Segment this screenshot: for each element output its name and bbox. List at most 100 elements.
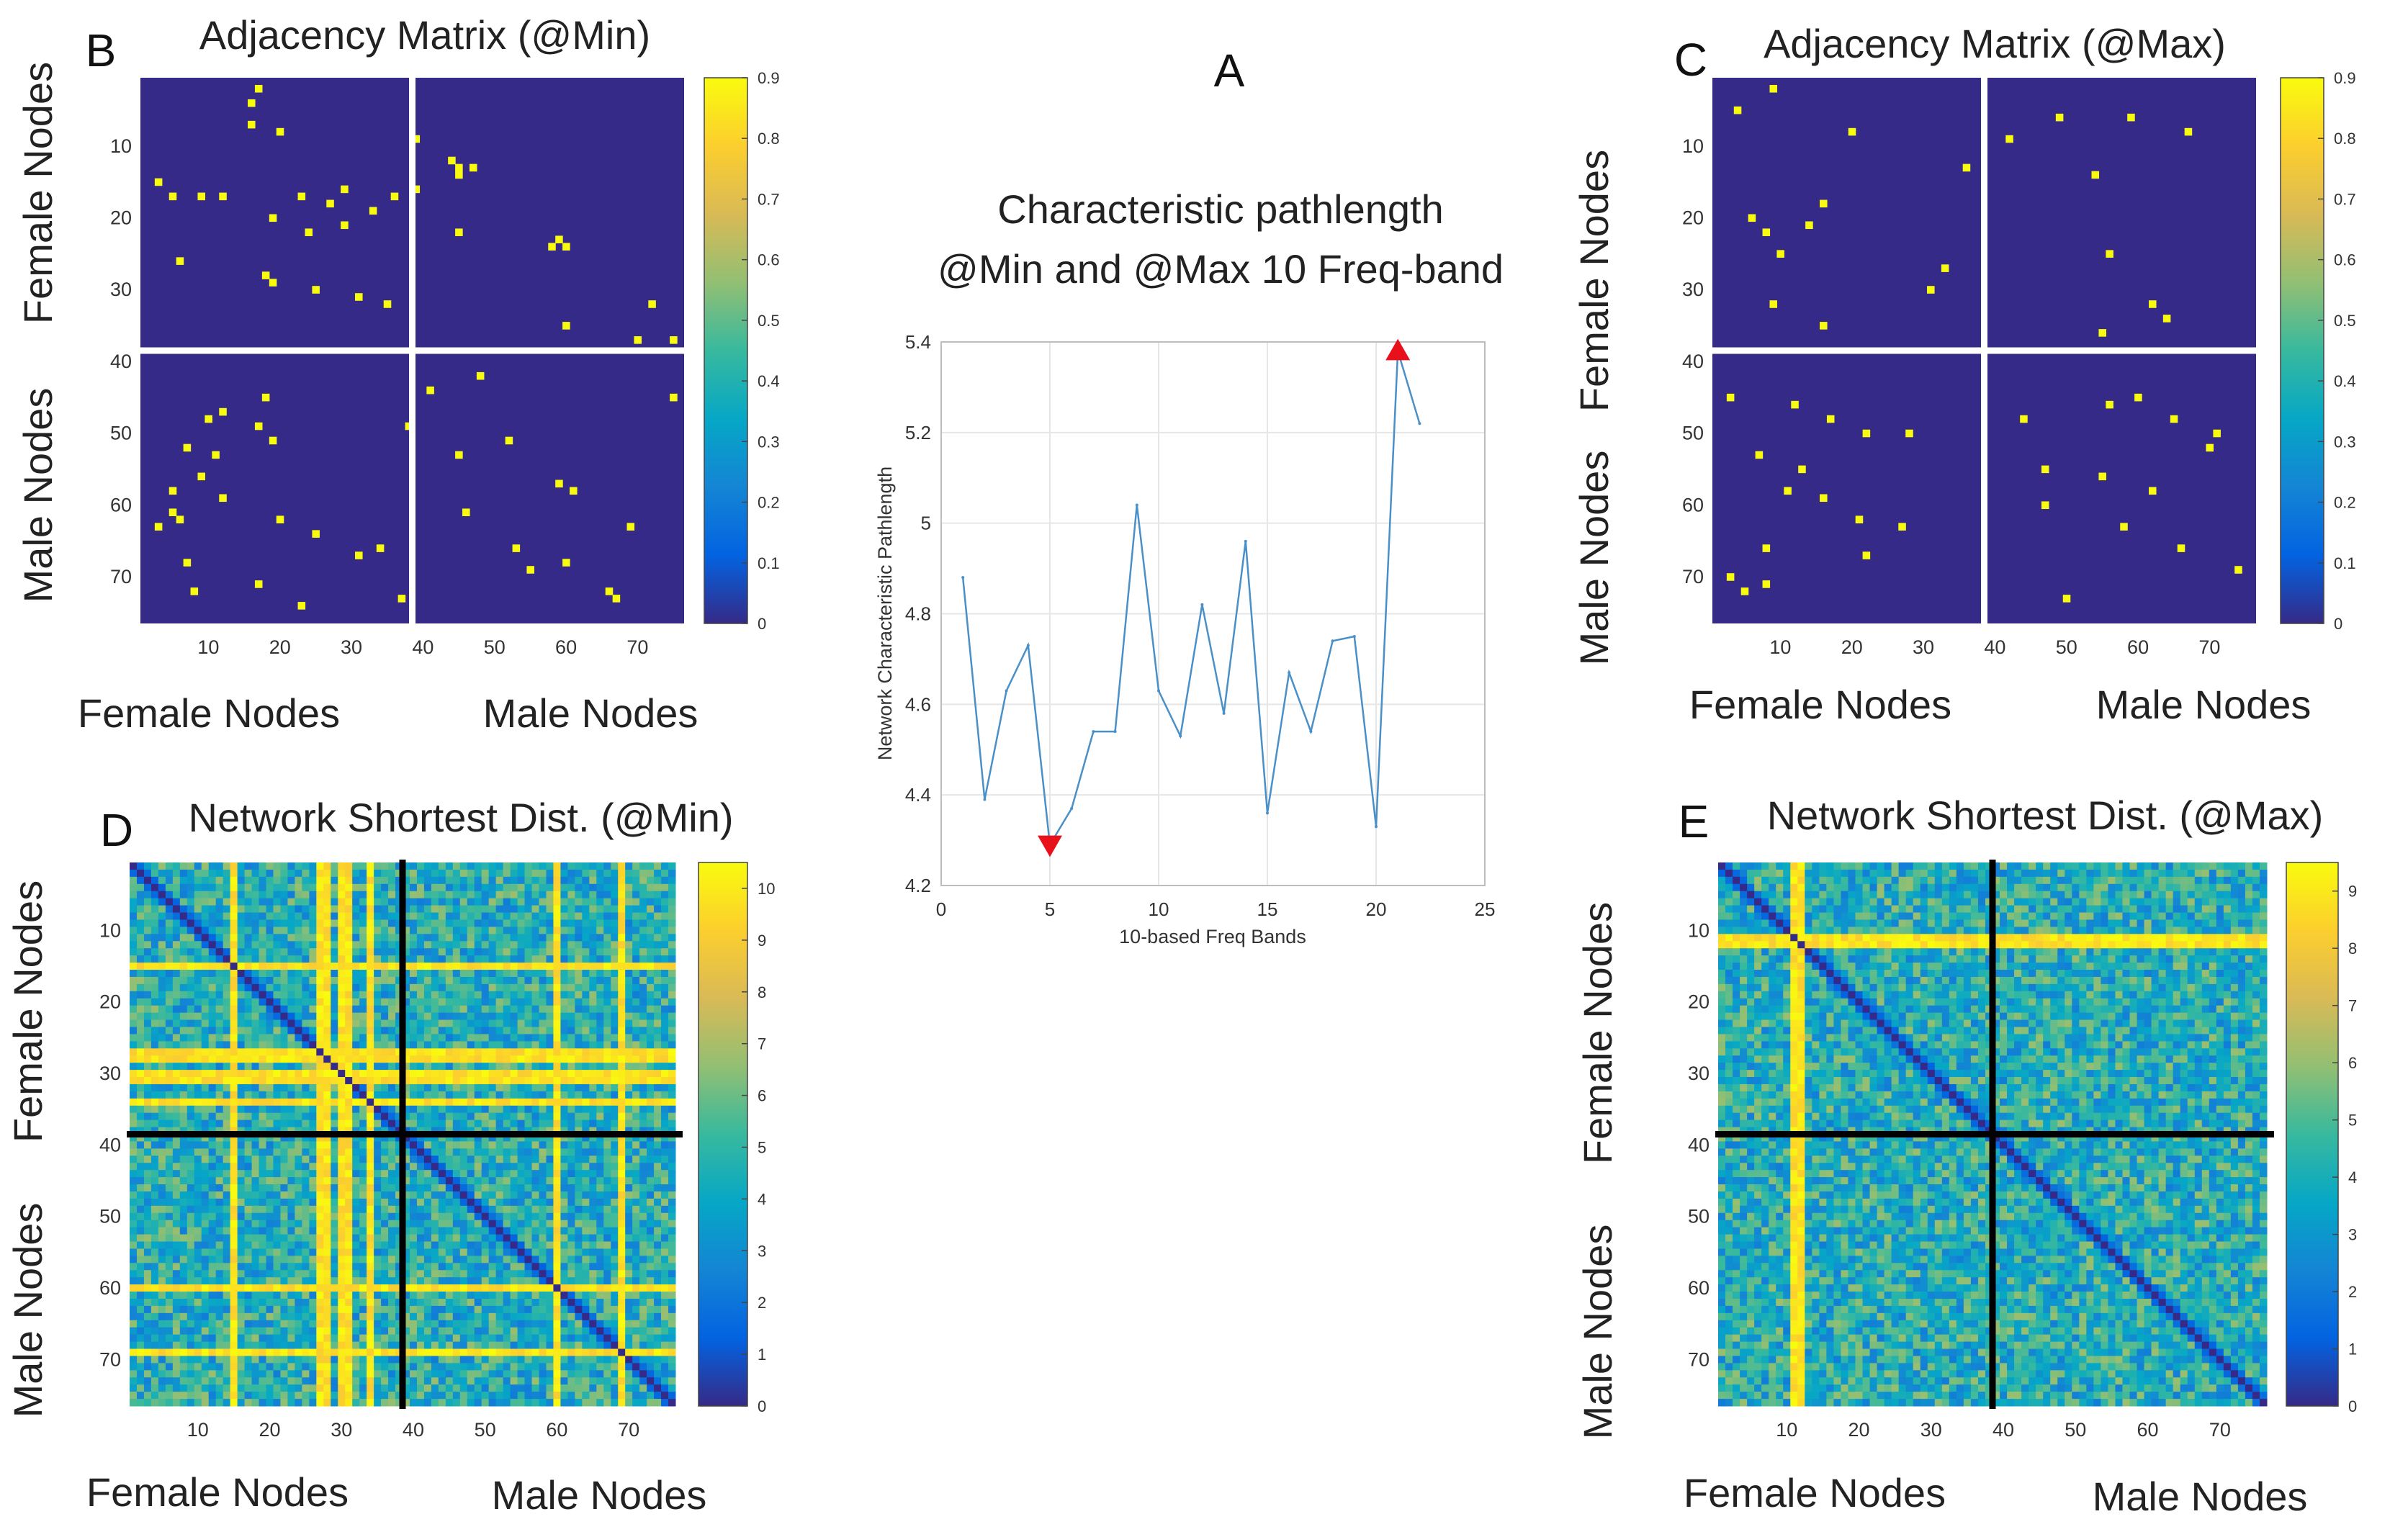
distance-cell	[445, 1048, 454, 1056]
distance-cell	[158, 998, 166, 1006]
distance-cell	[187, 998, 195, 1006]
distance-cell	[524, 1041, 533, 1049]
distance-cell	[194, 1277, 202, 1285]
distance-cell	[445, 1256, 454, 1263]
distance-cell	[323, 970, 331, 978]
distance-cell	[495, 1170, 504, 1178]
distance-cell	[130, 1134, 138, 1142]
distance-cell	[302, 1005, 310, 1014]
distance-cell	[625, 1227, 633, 1235]
distance-cell	[452, 905, 461, 914]
distance-cell	[352, 1012, 360, 1021]
distance-cell	[409, 998, 418, 1006]
distance-cell	[287, 1083, 295, 1092]
distance-cell	[589, 963, 597, 970]
distance-cell	[136, 983, 145, 992]
distance-cell	[531, 963, 539, 970]
distance-cell	[130, 970, 138, 978]
distance-cell	[503, 1284, 511, 1292]
adjacency-edge-cell	[2184, 127, 2193, 136]
distance-cell	[603, 1220, 611, 1228]
x-group-label-male: Male Nodes	[2096, 682, 2312, 727]
distance-cell	[596, 1063, 604, 1071]
distance-cell	[560, 862, 568, 870]
distance-cell	[266, 1184, 274, 1192]
distance-cell	[531, 919, 539, 927]
distance-cell	[438, 1234, 446, 1243]
distance-cell	[381, 898, 389, 906]
distance-cell	[560, 1198, 568, 1207]
distance-cell	[309, 1170, 317, 1178]
distance-cell	[388, 1091, 396, 1099]
distance-cell	[338, 1148, 346, 1156]
distance-cell	[179, 1055, 188, 1063]
adjacency-edge-cell	[2148, 300, 2157, 308]
distance-cell	[661, 891, 669, 899]
distance-cell	[244, 1205, 253, 1214]
distance-cell	[495, 1148, 504, 1156]
distance-cell	[495, 1041, 504, 1049]
distance-cell	[589, 862, 597, 870]
distance-cell	[423, 1191, 432, 1199]
distance-cell	[481, 1112, 490, 1121]
distance-cell	[223, 1077, 231, 1085]
distance-cell	[273, 941, 281, 949]
distance-cell	[403, 1134, 410, 1142]
distance-cell	[524, 1134, 533, 1142]
distance-cell	[445, 927, 454, 934]
distance-cell	[603, 1263, 611, 1271]
distance-cell	[237, 1263, 246, 1271]
distance-cell	[201, 1212, 210, 1221]
distance-cell	[395, 1177, 403, 1185]
distance-cell	[423, 1170, 432, 1178]
distance-cell	[416, 1205, 425, 1214]
distance-cell	[467, 1220, 475, 1228]
distance-cell	[647, 1055, 655, 1063]
distance-cell	[223, 1127, 231, 1135]
distance-cell	[503, 1220, 511, 1228]
chart-a-plot-area	[940, 341, 1486, 886]
distance-cell	[150, 1305, 159, 1314]
distance-cell	[560, 1127, 568, 1135]
distance-cell	[273, 1177, 281, 1185]
distance-cell	[143, 1112, 152, 1121]
distance-cell	[316, 898, 324, 906]
distance-cell	[323, 1212, 331, 1221]
distance-cell	[582, 1070, 590, 1078]
distance-cell	[423, 876, 432, 885]
distance-cell	[431, 1234, 439, 1243]
distance-cell	[438, 1063, 446, 1071]
distance-cell	[165, 1141, 174, 1149]
distance-cell	[165, 1077, 174, 1085]
distance-cell	[338, 1055, 346, 1063]
distance-cell	[266, 1212, 274, 1221]
distance-cell	[237, 1191, 246, 1199]
distance-cell	[143, 1270, 152, 1278]
distance-cell	[395, 1055, 403, 1063]
distance-cell	[661, 1292, 669, 1299]
distance-cell	[338, 927, 346, 934]
distance-cell	[582, 1248, 590, 1256]
distance-cell	[352, 905, 360, 914]
distance-cell	[143, 934, 152, 942]
distance-cell	[639, 1134, 647, 1142]
distance-cell	[582, 1292, 590, 1299]
distance-cell	[244, 991, 253, 999]
distance-cell	[474, 883, 482, 892]
distance-cell	[388, 998, 396, 1006]
distance-cell	[423, 1063, 432, 1071]
distance-cell	[531, 1048, 539, 1056]
distance-cell	[452, 919, 461, 927]
distance-cell	[215, 1012, 224, 1021]
chart-a-data-point	[1026, 644, 1030, 647]
distance-cell	[567, 1112, 575, 1121]
distance-cell	[323, 1077, 331, 1085]
distance-cell	[582, 955, 590, 963]
distance-cell	[452, 912, 461, 920]
distance-cell	[244, 1027, 253, 1035]
distance-cell	[295, 1019, 302, 1027]
distance-cell	[589, 927, 597, 934]
distance-cell	[661, 1027, 669, 1035]
distance-cell	[423, 883, 432, 892]
distance-cell	[618, 1112, 626, 1121]
